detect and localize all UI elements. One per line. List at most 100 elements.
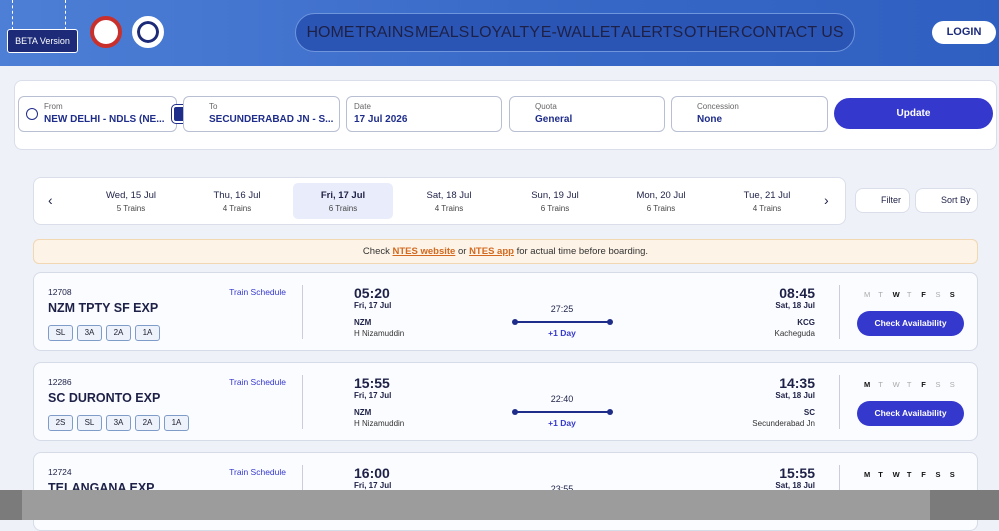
date: Fri, 17 Jul (320, 190, 366, 201)
sort-button[interactable]: Sort By (915, 188, 978, 213)
date-tab[interactable]: Thu, 16 Jul 4 Trains (187, 183, 287, 219)
train-count: 6 Trains (646, 204, 676, 213)
train-number: 12708 (48, 287, 72, 297)
link[interactable]: NTES app (469, 246, 514, 257)
date-tab[interactable]: Sun, 19 Jul 6 Trains (505, 183, 605, 219)
departure-time: 15:55 (354, 375, 390, 391)
run-day: T (906, 290, 912, 299)
prev-arrow[interactable]: ‹ (48, 192, 53, 208)
train-number: 12724 (48, 467, 72, 477)
to-field[interactable]: To SECUNDERABAD JN - S... (183, 96, 340, 132)
date-field[interactable]: Date 17 Jul 2026 (346, 96, 502, 132)
date-tab[interactable]: Tue, 21 Jul 4 Trains (717, 183, 817, 219)
date: Mon, 20 Jul (636, 190, 686, 201)
value: 17 Jul 2026 (354, 114, 408, 125)
arrival-time: 15:55 (779, 465, 815, 481)
date: Sun, 19 Jul (531, 190, 579, 201)
next-arrow[interactable]: › (824, 192, 829, 208)
schedule-link[interactable]: Train Schedule (229, 377, 286, 387)
run-day: W (892, 290, 900, 299)
nav-item[interactable]: LOYALTY (470, 23, 540, 41)
run-day: F (921, 290, 926, 299)
value: General (535, 114, 573, 125)
label: Concession (697, 102, 739, 111)
update-button[interactable]: Update (834, 98, 993, 129)
run-day: M (864, 470, 871, 479)
quota-field[interactable]: Quota General (509, 96, 665, 132)
duration: 23:55 (550, 484, 574, 494)
run-day: T (906, 470, 912, 479)
route-line (514, 321, 610, 323)
schedule-link[interactable]: Train Schedule (229, 287, 286, 297)
train-count: 6 Trains (328, 204, 358, 213)
schedule-link[interactable]: Train Schedule (229, 467, 286, 477)
label: From (44, 102, 63, 111)
class-badge[interactable]: 2A (106, 325, 131, 341)
route-line (514, 411, 610, 413)
class-badge[interactable]: 2A (135, 415, 160, 431)
availability-button[interactable]: Check Availability (857, 311, 964, 336)
overlay-bar (0, 490, 999, 520)
dot (512, 409, 518, 415)
class-badge[interactable]: SL (48, 325, 73, 341)
nav-item[interactable]: E-WALLET (540, 23, 621, 41)
dot (607, 319, 613, 325)
nav-item[interactable]: TRAINS (355, 23, 415, 41)
nav-item[interactable]: HOME (306, 23, 355, 41)
duration: 27:25 (550, 304, 574, 314)
nav-bar: HOME TRAINS MEALS LOYALTY E-WALLET ALERTS OTHE… (295, 13, 855, 52)
date: Wed, 15 Jul (106, 190, 156, 201)
text: Check (362, 246, 393, 257)
dot (512, 319, 518, 325)
beta-badge: BETA Version (7, 29, 78, 53)
train-count: 5 Trains (116, 204, 146, 213)
divider (302, 375, 303, 429)
login-button[interactable]: LOGIN (932, 21, 996, 44)
link[interactable]: NTES website (392, 246, 456, 257)
notice: Check NTES website or NTES app for actua… (33, 239, 978, 264)
arrival-date: Sat, 18 Jul (775, 391, 815, 400)
nav-item[interactable]: ALERTS (621, 23, 684, 41)
run-day: T (878, 470, 883, 479)
train-count: 4 Trains (752, 204, 782, 213)
train-count: 6 Trains (540, 204, 570, 213)
date: Thu, 16 Jul (213, 190, 261, 201)
value: NEW DELHI - NDLS (NE... (44, 114, 165, 125)
filter-button[interactable]: Filter (855, 188, 910, 213)
class-badge[interactable]: 1A (164, 415, 189, 431)
availability-button[interactable]: Check Availability (857, 401, 964, 426)
train-name: NZM TPTY SF EXP (48, 301, 159, 315)
logo (90, 16, 122, 48)
date-tab[interactable]: Fri, 17 Jul 6 Trains (293, 183, 393, 219)
class-badge[interactable]: 3A (106, 415, 131, 431)
hanger (12, 0, 66, 30)
run-day: F (921, 470, 926, 479)
train-name: SC DURONTO EXP (48, 391, 161, 405)
train-number: 12286 (48, 377, 72, 387)
nav-item[interactable]: CONTACT US (740, 23, 844, 41)
train-count: 4 Trains (222, 204, 252, 213)
departure-station: H Nizamuddin (354, 419, 405, 428)
class-badge[interactable]: SL (77, 415, 102, 431)
label: Quota (535, 102, 557, 111)
date-tab[interactable]: Mon, 20 Jul 6 Trains (611, 183, 711, 219)
from-field[interactable]: From NEW DELHI - NDLS (NE... (18, 96, 177, 132)
class-badge[interactable]: 1A (135, 325, 160, 341)
arrival-code: SC (803, 408, 815, 417)
class-badge[interactable]: 3A (77, 325, 102, 341)
nav-item[interactable]: OTHER (684, 23, 741, 41)
class-badge[interactable]: 2S (48, 415, 73, 431)
dot (607, 409, 613, 415)
duration: 22:40 (550, 394, 574, 404)
header: BETA Version HOME TRAINS MEALS LOYALTY E-WAL… (0, 0, 999, 66)
arrival-time: 14:35 (779, 375, 815, 391)
logo (132, 16, 164, 48)
date-tab[interactable]: Sat, 18 Jul 4 Trains (399, 183, 499, 219)
arrival-date: Sat, 18 Jul (775, 481, 815, 490)
arrival-station: Secunderabad Jn (752, 419, 815, 428)
value: None (697, 114, 722, 125)
date-tab[interactable]: Wed, 15 Jul 5 Trains (81, 183, 181, 219)
nav-item[interactable]: MEALS (415, 23, 470, 41)
concession-field[interactable]: Concession None (671, 96, 828, 132)
value: SECUNDERABAD JN - S... (209, 114, 334, 125)
